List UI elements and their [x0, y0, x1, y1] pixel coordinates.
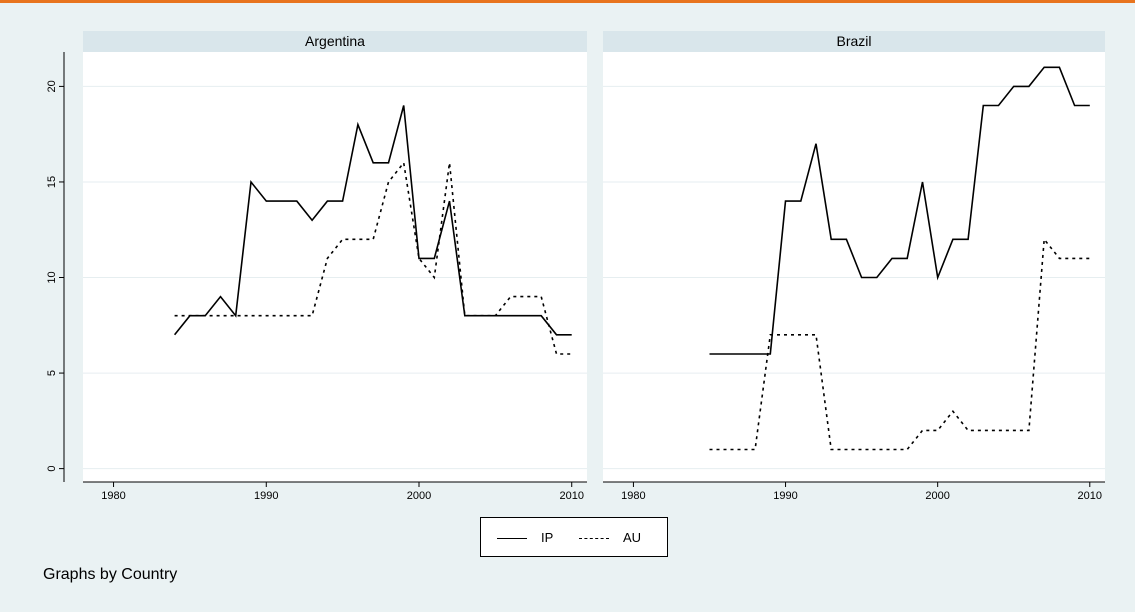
panel-strip-brazil: [603, 31, 1105, 52]
x-tick-label-argentina-2010: 2010: [559, 490, 583, 502]
x-tick-label-argentina-1990: 1990: [254, 490, 278, 502]
x-tick-label-argentina-2000: 2000: [407, 490, 431, 502]
x-tick-label-brazil-1990: 1990: [773, 490, 797, 502]
legend-label-ip: IP: [541, 530, 554, 545]
panel-strip-argentina: [83, 31, 587, 52]
top-accent-rule: [0, 0, 1135, 3]
series-line-brazil-ip: [709, 66, 1090, 355]
y-tick-label-10: 10: [46, 271, 58, 283]
y-tick-label-0: 0: [46, 466, 58, 472]
panel-title-argentina: Argentina: [305, 33, 365, 49]
graphs-by-note: Graphs by Country: [43, 566, 178, 583]
y-tick-label-5: 5: [46, 370, 58, 376]
y-tick-label-15: 15: [46, 176, 58, 188]
panel-title-brazil: Brazil: [836, 33, 871, 49]
x-tick-label-brazil-1980: 1980: [621, 490, 645, 502]
legend-solid-line-swatch: [497, 538, 527, 539]
panel-argentina: Argentina 1980 1990 2000 2010 0 5 10 15 20: [46, 31, 587, 502]
legend-dashed-line-swatch: [579, 538, 609, 539]
panel-brazil: Brazil 1980 1990 2000 2010: [603, 31, 1105, 502]
plot-region-argentina: [83, 52, 587, 482]
series-line-brazil-au: [709, 237, 1090, 451]
legend: IP AU: [480, 517, 668, 557]
series-line-argentina-ip: [173, 105, 572, 336]
x-tick-label-brazil-2010: 2010: [1078, 490, 1102, 502]
plot-region-brazil: [603, 52, 1105, 482]
legend-label-au: AU: [623, 530, 642, 545]
x-tick-label-argentina-1980: 1980: [101, 490, 125, 502]
y-tick-label-20: 20: [46, 80, 58, 92]
x-tick-label-brazil-2000: 2000: [925, 490, 949, 502]
